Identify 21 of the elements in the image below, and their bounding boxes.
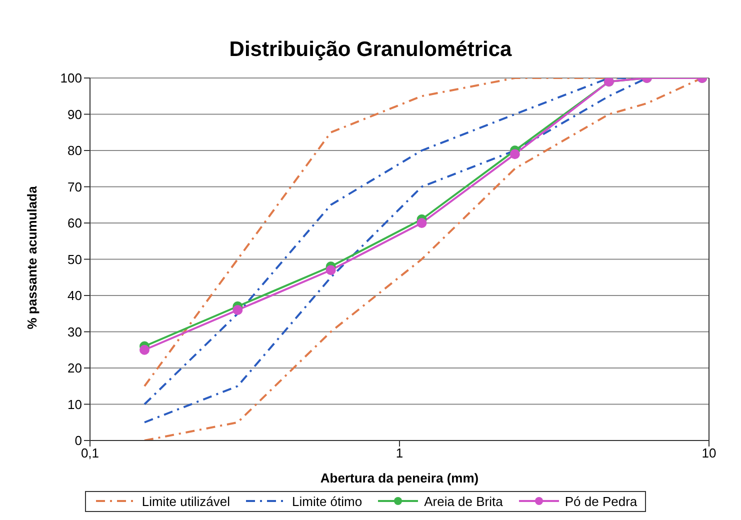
legend-label: Pó de Pedra xyxy=(564,494,638,508)
y-tick-label: 0 xyxy=(74,433,82,448)
y-tick-label: 60 xyxy=(68,216,82,231)
y-tick-label: 50 xyxy=(68,252,82,267)
x-tick-label: 1 xyxy=(396,446,404,461)
y-tick-label: 90 xyxy=(68,106,82,122)
x-tick-label: 0,1 xyxy=(80,446,100,461)
chart-title: Distribuição Granulométrica xyxy=(228,37,513,63)
legend-label: Areia de Brita xyxy=(424,494,503,508)
legend-label: Limite utilizável xyxy=(142,494,230,508)
y-axis-title: % passante acumulada xyxy=(24,185,40,330)
y-tick-label: 100 xyxy=(60,70,82,86)
y-tick-label: 40 xyxy=(68,288,82,304)
x-axis-title: Abertura da peneira (mm) xyxy=(320,470,479,486)
x-tick-label: 10 xyxy=(702,446,716,461)
y-tick-label: 80 xyxy=(68,143,82,158)
y-tick-label: 30 xyxy=(68,324,82,340)
y-tick-label: 70 xyxy=(68,179,82,194)
y-tick-label: 20 xyxy=(68,360,82,376)
legend-label: Limite ótimo xyxy=(292,494,362,508)
y-tick-label: 10 xyxy=(68,396,82,412)
